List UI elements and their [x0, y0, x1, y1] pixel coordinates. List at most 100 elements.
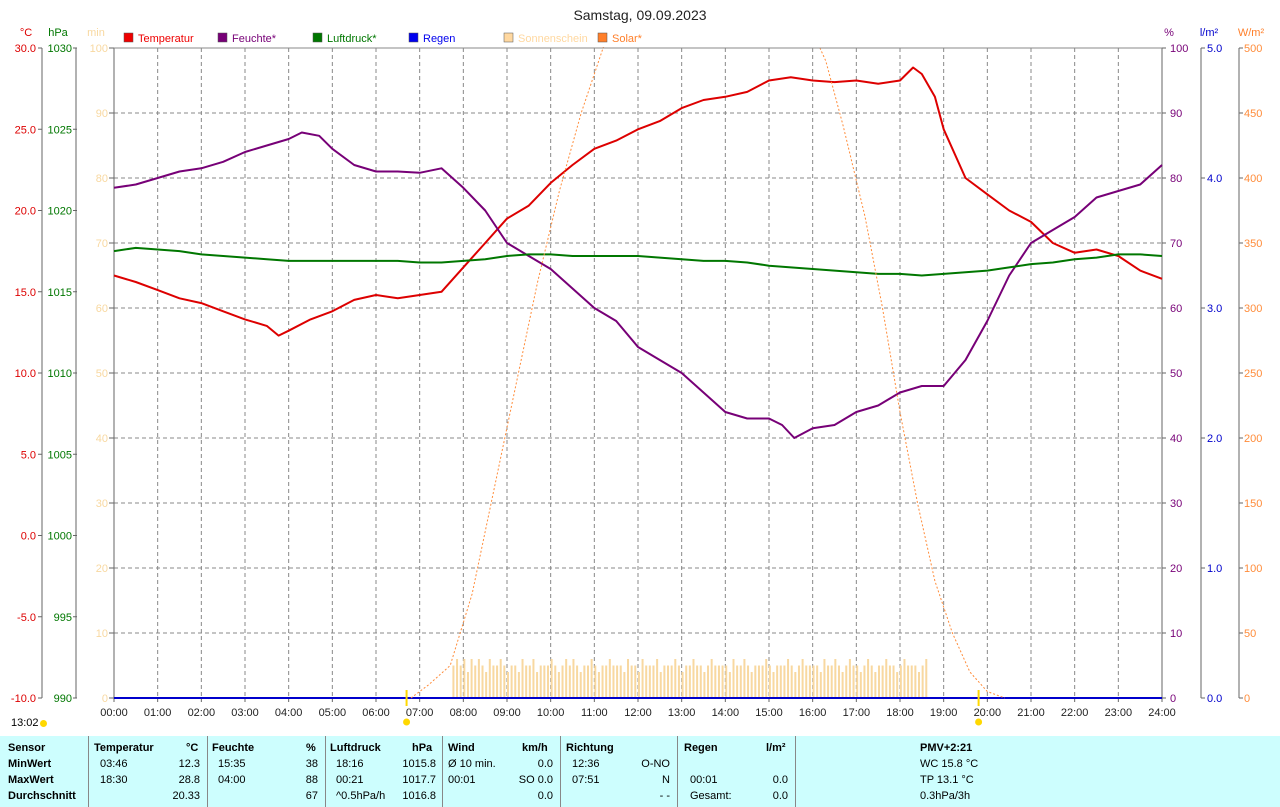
humidity-tick-label: 70	[1170, 238, 1182, 250]
sunshine-bar	[896, 672, 899, 698]
x-tick-label: 13:00	[668, 707, 696, 719]
pressure-tick-label: 1000	[48, 531, 72, 543]
sunshine-bar	[452, 665, 455, 698]
sunshine-bar	[557, 672, 560, 698]
humidity-tick-label: 20	[1170, 563, 1182, 575]
sunshine-bar	[652, 665, 655, 698]
sunshine-bar	[459, 665, 462, 698]
stats-header-sensor: Sensor	[8, 742, 46, 754]
sunshine-bar	[827, 665, 830, 698]
stats-press-v-cell: 1017.7	[402, 774, 436, 786]
sunshine-bar	[637, 672, 640, 698]
sunshine-bar	[863, 665, 866, 698]
sunshine-bar	[797, 665, 800, 698]
sunshine-bar	[641, 659, 644, 698]
solar-tick-label: 100	[1244, 563, 1262, 575]
sunshine-bar	[568, 665, 571, 698]
humidity-tick-label: 50	[1170, 368, 1182, 380]
legend-swatch-overlay	[597, 32, 608, 43]
sunshine-bar	[550, 659, 553, 698]
sunshine-bar	[608, 659, 611, 698]
sunshine-bar	[630, 665, 633, 698]
sunshine-bar	[732, 659, 735, 698]
solar-tick-label: 400	[1244, 173, 1262, 185]
stats-divider	[677, 736, 678, 807]
x-tick-label: 11:00	[581, 707, 608, 719]
x-tick-label: 08:00	[450, 707, 478, 719]
x-tick-label: 00:00	[100, 707, 128, 719]
humidity-tick-label: 10	[1170, 628, 1182, 640]
weather-chart: Samstag, 09.09.2023 Temperatur Feuchte* Luf…	[10, 7, 1265, 726]
sunshine-bar	[688, 665, 691, 698]
sunshine-bar	[910, 665, 913, 698]
sunshine-bar	[627, 659, 630, 698]
stats-wind-v-cell: SO 0.0	[518, 774, 553, 786]
sunshine-bar	[696, 665, 699, 698]
stats-divider	[795, 736, 796, 807]
temp-tick-label: 20.0	[15, 206, 36, 218]
sunshine-bar	[576, 665, 579, 698]
humidity-tick-label: 100	[1170, 43, 1188, 55]
sunshine-bar	[881, 665, 884, 698]
sunshine-tick-label: 90	[96, 108, 108, 120]
sunshine-bar	[572, 659, 575, 698]
x-tick-label: 18:00	[886, 707, 914, 719]
sunshine-bar	[779, 665, 782, 698]
stats-press-t-cell: ^0.5hPa/h	[336, 790, 386, 802]
stats-wind-v-cell: 0.0	[537, 790, 553, 802]
stats-header-temperature-unit: °C	[186, 742, 199, 754]
stats-header-direction: Richtung	[566, 742, 614, 754]
sunshine-bar	[496, 665, 499, 698]
legend-swatch-overlay	[408, 32, 419, 43]
stats-divider	[442, 736, 443, 807]
sunshine-bar	[877, 665, 880, 698]
solar-tick-label: 250	[1244, 368, 1262, 380]
stats-rain-v-cell: 0.0	[772, 790, 788, 802]
sunshine-bar	[474, 665, 477, 698]
solar-tick-label: 0	[1244, 693, 1250, 705]
sunshine-bar	[816, 665, 819, 698]
sunshine-bar	[587, 665, 590, 698]
stats-press-v-cell: 1015.8	[402, 758, 436, 770]
sunshine-bar	[517, 672, 520, 698]
solar-unit-label: W/m²	[1238, 27, 1265, 39]
sunshine-bar	[681, 672, 684, 698]
sunshine-bar	[750, 672, 753, 698]
sunshine-bar	[703, 672, 706, 698]
sunshine-bar	[707, 665, 710, 698]
sunshine-tick-label: 20	[96, 563, 108, 575]
stats-label-cell: MaxWert	[8, 774, 54, 786]
x-tick-label: 17:00	[843, 707, 871, 719]
solar-tick-label: 50	[1244, 628, 1256, 640]
sunshine-bar	[801, 659, 804, 698]
temp-tick-label: 25.0	[15, 124, 36, 136]
legend-swatch-overlay	[123, 32, 134, 43]
sunshine-bar	[714, 665, 717, 698]
sunshine-bar	[546, 665, 549, 698]
sunshine-bar	[867, 659, 870, 698]
temp-unit-label: °C	[20, 27, 32, 39]
x-tick-label: 23:00	[1105, 707, 1133, 719]
sunshine-bar	[623, 672, 626, 698]
sunshine-bar	[466, 672, 469, 698]
stats-wind-t-cell: Ø 10 min.	[448, 758, 496, 770]
rain-tick-label: 3.0	[1207, 303, 1222, 315]
sunshine-bar	[830, 665, 833, 698]
humidity-tick-label: 0	[1170, 693, 1176, 705]
sunshine-bar	[503, 665, 506, 698]
sunshine-bar	[579, 672, 582, 698]
pressure-tick-label: 1025	[48, 124, 72, 136]
sunshine-bar	[485, 672, 488, 698]
chart-title-overlay: Samstag, 09.09.2023	[573, 7, 706, 23]
pressure-tick-label: 1030	[48, 43, 72, 55]
sunshine-bar	[841, 672, 844, 698]
sunshine-bar	[539, 665, 542, 698]
x-tick-label: 03:00	[231, 707, 259, 719]
sunshine-bar	[768, 665, 771, 698]
sunshine-bar	[859, 672, 862, 698]
legend-label-overlay: Regen	[423, 33, 455, 45]
x-tick-label: 14:00	[712, 707, 740, 719]
sunshine-bar	[892, 665, 895, 698]
sunshine-bar	[710, 659, 713, 698]
series-line-feuchte	[113, 131, 1163, 439]
